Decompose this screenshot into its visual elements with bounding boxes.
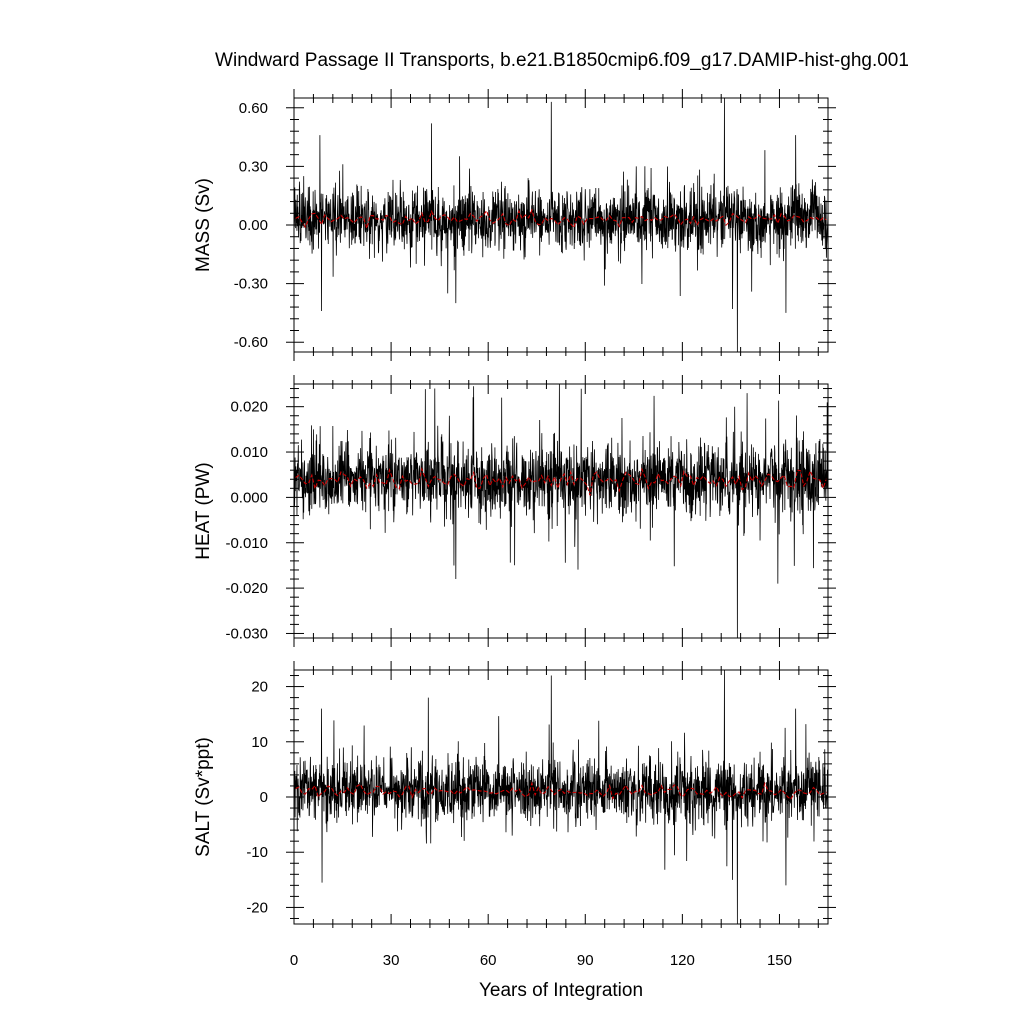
y-tick-label: 0.30	[239, 158, 268, 175]
y-axis-title: HEAT (PW)	[193, 462, 214, 559]
y-tick-label: 10	[251, 734, 268, 751]
y-tick-label: 0.00	[239, 217, 268, 234]
series-line-annual-mean	[295, 466, 827, 496]
y-tick-label: 0.60	[239, 100, 268, 117]
x-axis-title: Years of Integration	[479, 980, 643, 1001]
y-tick-label: -0.60	[234, 334, 268, 351]
x-tick-label: 90	[577, 952, 594, 969]
y-tick-label: 0.000	[230, 489, 268, 506]
y-tick-label: 0.020	[230, 399, 268, 416]
series-line-annual-mean	[295, 781, 827, 801]
panel-3: -20 -10 0 10 20 0 30 60 90 120 150 SALT (Sv*ppt)	[193, 661, 836, 969]
series-line-monthly	[294, 670, 828, 924]
series-line-monthly	[294, 384, 828, 638]
y-tick-label: -0.30	[234, 276, 268, 293]
plot-frame	[293, 383, 829, 639]
x-tick-label: 120	[670, 952, 695, 969]
y-tick-label: 20	[251, 679, 268, 696]
x-tick-label: 30	[383, 952, 400, 969]
y-tick-label: -0.030	[225, 625, 268, 642]
chart-title: Windward Passage II Transports, b.e21.B1…	[215, 50, 909, 71]
x-tick-label: 60	[480, 952, 497, 969]
x-tick-label: 0	[290, 952, 298, 969]
panel-1: -0.60 -0.30 0.00 0.30 0.60 MASS (Sv)	[193, 89, 836, 361]
y-tick-label: 0.010	[230, 444, 268, 461]
y-axis-title: SALT (Sv*ppt)	[193, 737, 214, 857]
y-tick-label: -20	[246, 899, 268, 916]
y-tick-label: -0.010	[225, 535, 268, 552]
y-axis-title: MASS (Sv)	[193, 178, 214, 272]
panel-2: -0.030 -0.020 -0.010 0.000 0.010 0.020 HEAT (P…	[193, 375, 836, 647]
x-tick-label: 150	[767, 952, 792, 969]
y-tick-label: -10	[246, 844, 268, 861]
y-tick-label: 0	[260, 789, 268, 806]
series-line-annual-mean	[295, 208, 827, 231]
y-tick-label: -0.020	[225, 580, 268, 597]
series-line-monthly	[294, 98, 828, 352]
